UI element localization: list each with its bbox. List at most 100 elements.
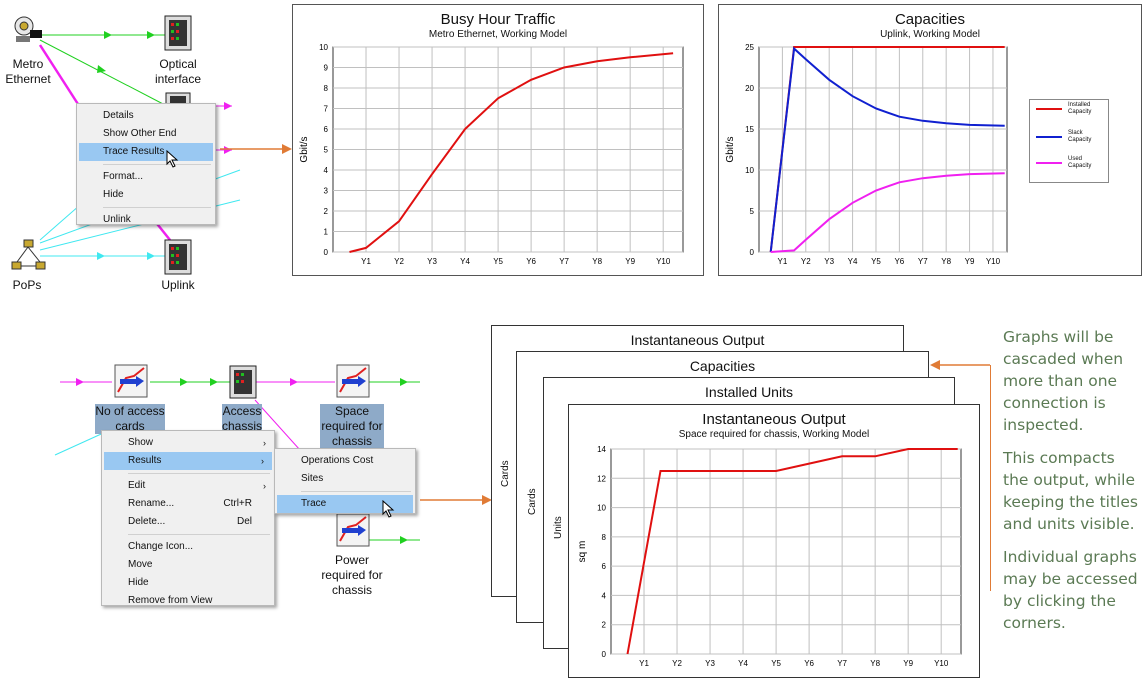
menu-item-change-icon[interactable]: Change Icon...: [128, 541, 194, 552]
y-tick-label: 6: [324, 125, 329, 134]
submenu-item-sites[interactable]: Sites: [301, 473, 324, 484]
pops-icon[interactable]: [10, 238, 46, 272]
y-tick-label: 0: [602, 650, 607, 659]
plot-area: [758, 46, 1008, 253]
y-tick-label: 2: [602, 621, 607, 630]
cascade-window-title: Instantaneous Output: [630, 332, 765, 348]
legend-swatch: [1036, 108, 1062, 110]
menu-item-move[interactable]: Move: [128, 559, 153, 570]
node-label-power-required: Power required for chassis: [321, 553, 383, 597]
equipment-icon[interactable]: [165, 92, 191, 104]
menu-item-label: Delete...: [128, 516, 166, 527]
menu-separator: [128, 473, 270, 474]
y-tick-label: 10: [597, 504, 606, 513]
y-tick-label: 8: [324, 84, 329, 93]
node-label-optical-interface: Optical interface: [154, 57, 202, 86]
y-tick-label: 14: [597, 445, 606, 454]
menu-item-label: Results: [128, 455, 162, 466]
legend-swatch: [1036, 136, 1062, 138]
chart-title: Capacities: [894, 11, 966, 28]
menu-item-hide[interactable]: Hide: [103, 189, 124, 200]
x-tick-label: Y8: [941, 257, 951, 266]
x-tick-label: Y8: [592, 257, 602, 266]
submenu-item-operations-cost[interactable]: Operations Cost: [301, 455, 374, 466]
x-tick-label: Y4: [738, 659, 748, 668]
y-tick-label: 10: [745, 166, 754, 175]
chart-capacities[interactable]: Capacities Uplink, Working Model 0 5 10 15 2…: [718, 4, 1142, 276]
chart-busy-hour-traffic[interactable]: Busy Hour Traffic Metro Ethernet, Workin…: [292, 4, 704, 276]
menu-item-rename[interactable]: Rename... Ctrl+R: [102, 495, 274, 513]
chart-node-icon[interactable]: [336, 364, 370, 398]
chart-subtitle: Metro Ethernet, Working Model: [428, 29, 568, 40]
menu-item-label: Edit: [128, 480, 146, 491]
menu-item-trace-results[interactable]: Trace Results: [79, 143, 213, 161]
note-cascade: Graphs will be cascaded when more than o…: [1003, 328, 1124, 434]
y-tick-label: 1: [324, 228, 329, 237]
legend-label-slack: Slack Capacity: [1068, 130, 1092, 143]
legend-label-used: Used Capacity: [1068, 156, 1092, 169]
y-tick-label: 15: [745, 125, 754, 134]
note-access: Individual graphs may be accessed by cli…: [1003, 548, 1138, 632]
menu-item-edit[interactable]: Edit ›: [102, 477, 274, 495]
x-tick-label: Y10: [934, 659, 949, 668]
submenu-item-trace[interactable]: Trace: [277, 495, 413, 513]
y-tick-label: 7: [324, 105, 329, 114]
menu-separator: [128, 534, 270, 535]
x-tick-label: Y6: [804, 659, 814, 668]
x-tick-label: Y3: [824, 257, 834, 266]
cascade-window-front[interactable]: Instantaneous Output Space required for …: [568, 404, 980, 678]
y-tick-label: 5: [750, 207, 755, 216]
y-tick-label: 0: [750, 248, 755, 257]
chart-legend: Installed Capacity Slack Capacity Used C…: [1029, 99, 1109, 183]
menu-separator: [103, 207, 211, 208]
mouse-cursor-icon: [382, 500, 395, 518]
cascade-window-title: Installed Units: [705, 384, 793, 400]
x-tick-label: Y5: [771, 659, 781, 668]
x-tick-label: Y7: [918, 257, 928, 266]
node-label-pops: PoPs: [12, 278, 42, 292]
menu-item-label: Show: [128, 437, 154, 448]
chart-node-icon[interactable]: [114, 364, 148, 398]
optical-interface-icon[interactable]: [163, 14, 193, 52]
x-tick-label: Y6: [526, 257, 536, 266]
metro-ethernet-icon[interactable]: [10, 12, 46, 48]
menu-item-remove-from-view[interactable]: Remove from View: [128, 595, 213, 606]
series-line-0: [769, 46, 1005, 253]
menu-item-format[interactable]: Format...: [103, 171, 144, 182]
chart-title: Busy Hour Traffic: [440, 11, 556, 28]
busy-hour-traffic-plot: 0 1 2 3 4 5 6 7 8 9 10 Y1 Y2 Y3 Y4 Y5 Y6 Y7 Y8 Y9 Y10 Gbit/s: [299, 43, 684, 266]
plot-area: [610, 448, 962, 655]
y-tick-label: 4: [324, 166, 329, 175]
menu-item-show-other-end[interactable]: Show Other End: [103, 128, 177, 139]
menu-item-hide[interactable]: Hide: [128, 577, 149, 588]
instantaneous-output-plot: 0 2 4 6 8 10 12 14 Y1 Y2 Y3 Y4 Y5 Y6 Y7 Y8 Y9 Y10 sq m: [577, 445, 962, 668]
chevron-right-icon: ›: [263, 481, 266, 491]
x-tick-label: Y2: [672, 659, 682, 668]
uplink-icon[interactable]: [163, 238, 193, 276]
series-line-0: [626, 448, 958, 655]
y-axis-label: Gbit/s: [725, 136, 736, 162]
node-label-uplink: Uplink: [161, 278, 195, 292]
series-line-0: [349, 52, 674, 253]
note-compact: This compacts the output, while keeping …: [1003, 449, 1138, 533]
x-tick-label: Y10: [656, 257, 671, 266]
menu-item-show[interactable]: Show ›: [102, 434, 274, 452]
access-chassis-icon[interactable]: [228, 364, 258, 400]
menu-shortcut: Del: [236, 516, 252, 527]
y-tick-label: 25: [745, 43, 754, 52]
menu-item-details[interactable]: Details: [103, 110, 134, 121]
x-tick-label: Y7: [559, 257, 569, 266]
x-tick-label: Y3: [427, 257, 437, 266]
y-tick-label: 6: [602, 562, 607, 571]
y-tick-label: 5: [324, 146, 329, 155]
x-tick-label: Y1: [777, 257, 787, 266]
cascade-window-unit: Cards: [500, 460, 511, 487]
menu-item-unlink[interactable]: Unlink: [103, 214, 131, 225]
x-tick-label: Y10: [986, 257, 1001, 266]
menu-item-delete[interactable]: Delete... Del: [102, 513, 274, 531]
chart-node-icon[interactable]: [336, 513, 370, 547]
note-bracket: [990, 365, 991, 591]
menu-item-results[interactable]: Results ›: [104, 452, 272, 470]
chevron-right-icon: ›: [263, 438, 266, 448]
x-tick-label: Y1: [361, 257, 371, 266]
